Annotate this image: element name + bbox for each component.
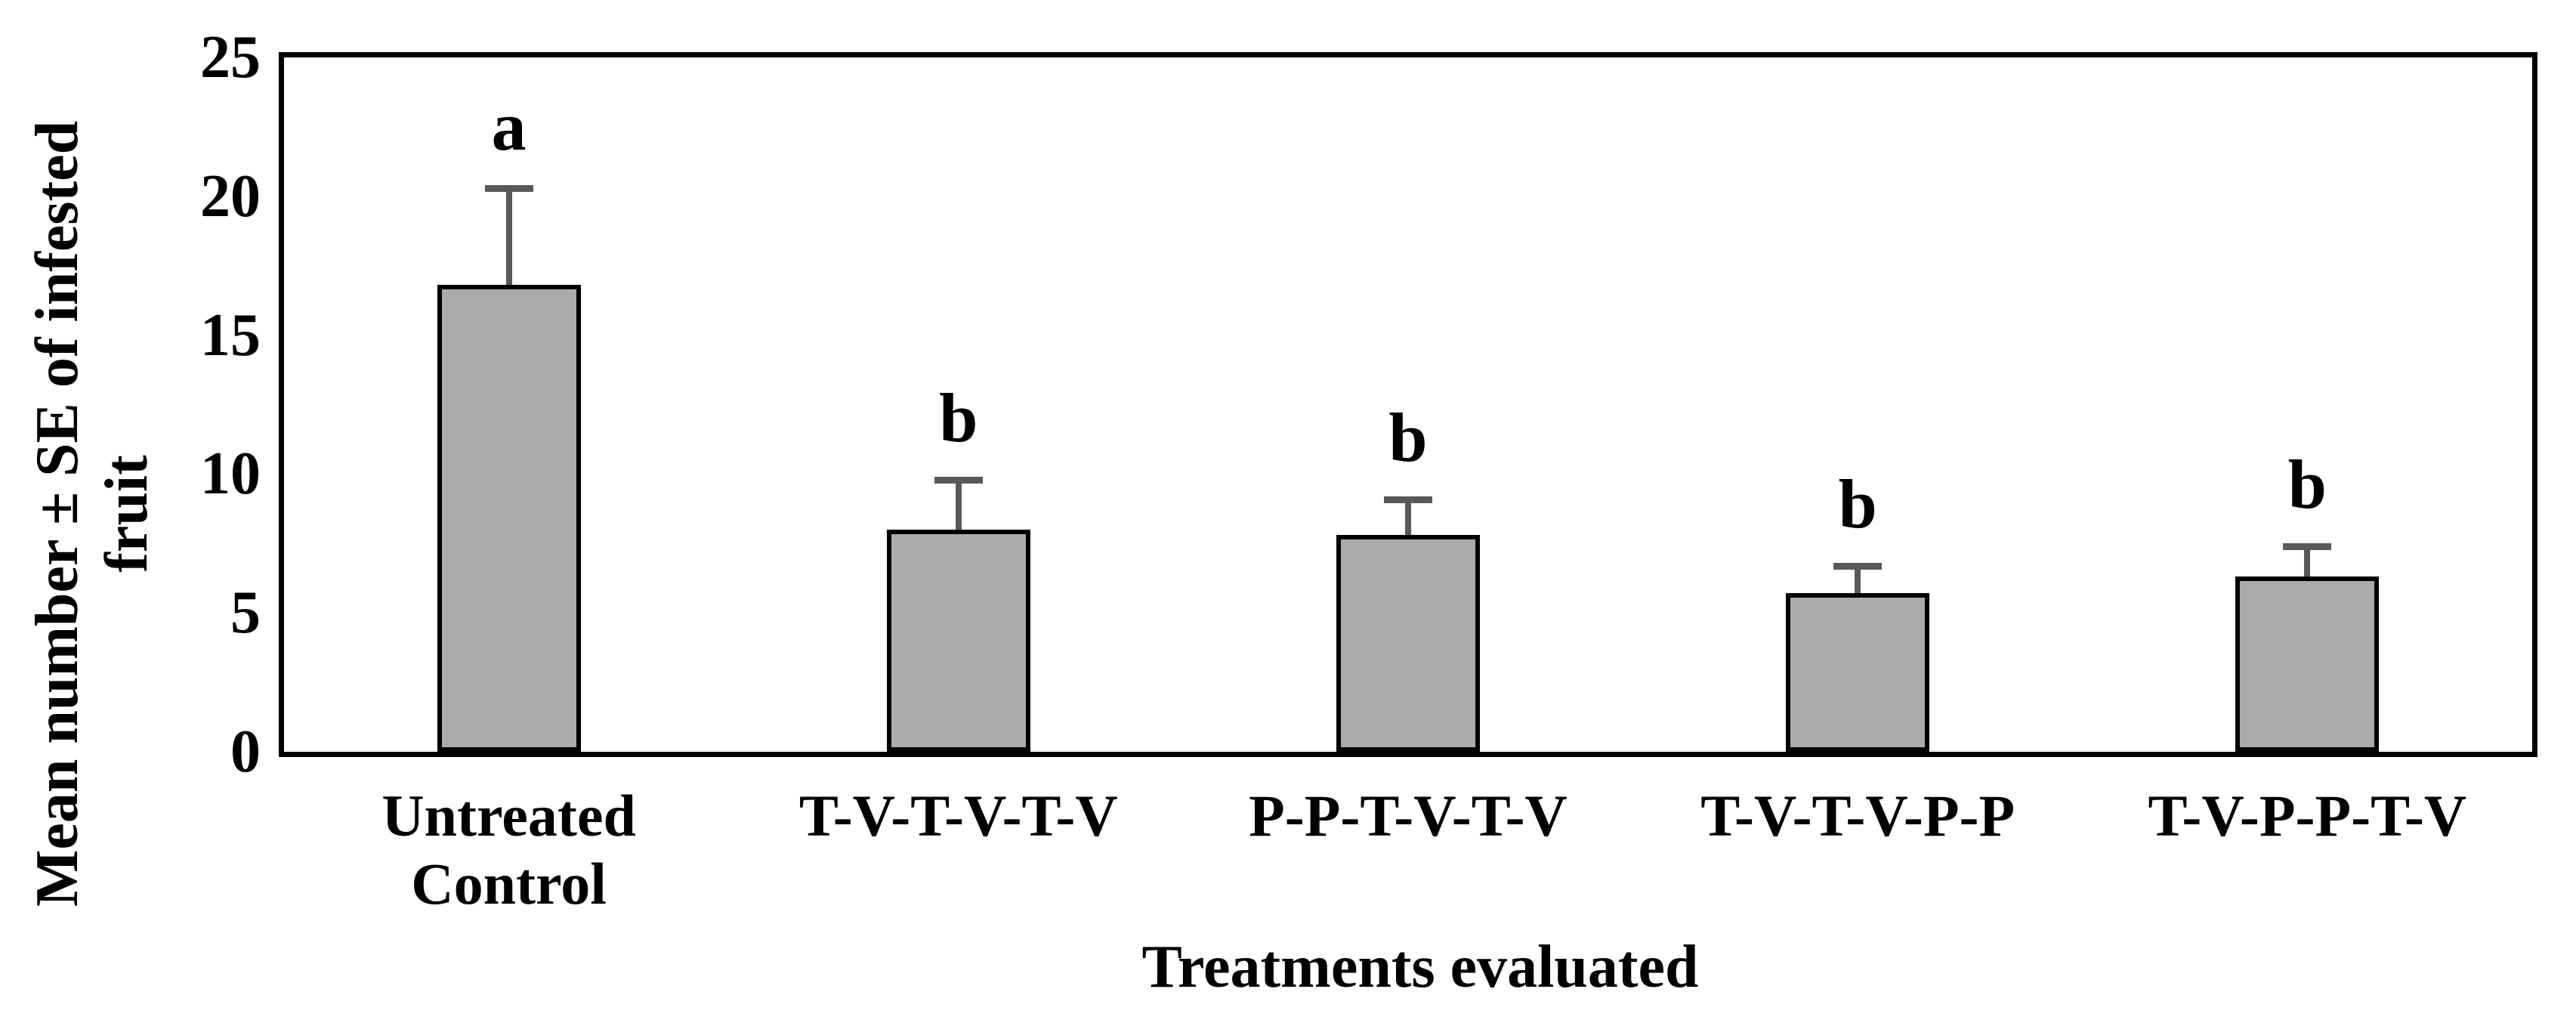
x-category-label: T-V-T-V-T-V (798, 783, 1118, 848)
x-category-label: T-V-T-V-P-P (1700, 783, 2015, 848)
error-bar-cap (1833, 563, 1883, 570)
error-bar-cap (484, 185, 533, 193)
bar (437, 285, 581, 752)
y-tick-label: 5 (230, 580, 261, 647)
bar (886, 529, 1030, 752)
error-bar-line (1855, 563, 1861, 594)
bar (1786, 593, 1930, 752)
significance-letter: b (2287, 446, 2327, 524)
x-axis-title: Treatments evaluated (1141, 934, 1699, 1000)
error-bar-line (955, 477, 962, 530)
significance-letter: b (939, 379, 978, 457)
bar (1336, 535, 1480, 752)
error-bar-cap (2283, 543, 2332, 551)
error-bar-cap (1384, 496, 1432, 503)
error-bar-line (505, 185, 512, 286)
significance-letter: b (1388, 398, 1428, 476)
error-bar-cap (934, 477, 983, 484)
plot-area: a b b b b (279, 52, 2537, 757)
bar (2235, 576, 2380, 752)
y-axis-title: Mean number ± SE of infested fruit (24, 120, 160, 907)
error-bar-line (2304, 543, 2311, 577)
x-category-label: Untreated Control (381, 783, 636, 916)
y-tick-label: 0 (230, 719, 261, 785)
y-tick-label: 10 (200, 440, 261, 508)
x-category-label: P-P-T-V-T-V (1249, 783, 1568, 848)
significance-letter: a (491, 88, 527, 165)
y-tick-label: 15 (200, 301, 261, 369)
error-bar-line (1405, 496, 1411, 536)
y-tick-label: 20 (200, 162, 261, 230)
x-category-label: T-V-P-P-T-V (2148, 783, 2467, 848)
significance-letter: b (1838, 465, 1877, 543)
y-tick-label: 25 (200, 24, 261, 91)
